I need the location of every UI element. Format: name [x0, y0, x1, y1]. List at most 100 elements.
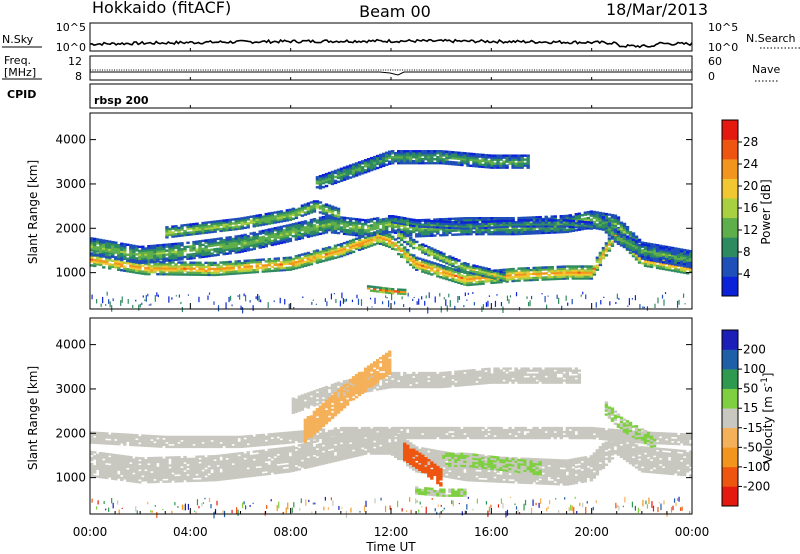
- cell: [99, 465, 103, 469]
- cell: [397, 224, 401, 227]
- cell: [195, 252, 199, 255]
- cell: [673, 267, 678, 271]
- cell: [400, 236, 404, 240]
- cell: [574, 273, 579, 276]
- cell: [186, 479, 190, 483]
- cell: [165, 234, 169, 237]
- cell: [228, 477, 232, 480]
- cell: [111, 459, 115, 462]
- cell: [655, 251, 660, 255]
- cell: [207, 263, 211, 267]
- cell: [610, 225, 615, 229]
- cell: [472, 225, 476, 228]
- cell: [372, 157, 377, 161]
- cell: [481, 230, 485, 234]
- cell: [460, 155, 464, 159]
- cell: [553, 229, 557, 232]
- cell: [303, 213, 308, 216]
- nave-right-tick-bottom: 0: [708, 70, 715, 83]
- cell: [216, 462, 220, 466]
- cell: [111, 461, 115, 464]
- cell: [138, 475, 142, 478]
- cell: [246, 218, 250, 221]
- cell: [180, 469, 184, 473]
- cell: [219, 219, 223, 223]
- cell: [153, 244, 157, 247]
- cell: [397, 290, 401, 293]
- cell: [300, 261, 305, 264]
- cell: [433, 266, 437, 269]
- cell: [258, 240, 262, 243]
- nsky-panel: N.Sky 10^5 10^0 N.Search 10^5 10^0: [2, 21, 800, 54]
- cell: [394, 248, 398, 251]
- cell: [604, 220, 609, 224]
- cell: [460, 225, 464, 228]
- cell: [204, 271, 208, 275]
- cell: [484, 220, 488, 223]
- cell: [664, 268, 669, 271]
- cell: [409, 307, 411, 313]
- cell: [622, 233, 627, 237]
- cell: [257, 293, 259, 301]
- cell: [168, 261, 172, 264]
- cell: [439, 154, 443, 157]
- cell: [177, 250, 181, 253]
- cell: [183, 459, 187, 463]
- cell: [544, 278, 548, 281]
- cell: [162, 468, 166, 471]
- cell: [105, 458, 109, 462]
- cell: [132, 304, 134, 309]
- cell: [601, 228, 606, 231]
- cell: [153, 470, 157, 474]
- cell: [430, 269, 434, 272]
- cell: [123, 465, 127, 468]
- cell: [505, 272, 509, 275]
- cell: [493, 230, 497, 234]
- cell: [514, 230, 518, 234]
- cell: [348, 219, 353, 222]
- cell: [150, 462, 154, 466]
- cell: [324, 172, 329, 176]
- cell: [159, 257, 163, 261]
- cell: [234, 217, 238, 221]
- cell: [445, 156, 449, 159]
- cell: [375, 242, 380, 245]
- cell: [231, 472, 235, 476]
- cell: [123, 247, 127, 250]
- cell: [162, 466, 166, 469]
- cell: [189, 249, 193, 252]
- cell: [448, 217, 452, 221]
- cell: [439, 268, 443, 271]
- cell: [327, 252, 332, 255]
- cell: [487, 166, 491, 169]
- cell: [493, 166, 497, 169]
- cell: [391, 217, 395, 220]
- cell: [649, 245, 654, 248]
- cell: [309, 224, 314, 228]
- cell: [673, 263, 678, 266]
- cell: [454, 270, 458, 274]
- cell: [198, 254, 202, 257]
- cell: [556, 267, 560, 271]
- cell: [401, 296, 403, 300]
- cell: [658, 246, 663, 249]
- cell: [330, 178, 335, 182]
- cell: [439, 293, 441, 297]
- cell: [433, 234, 437, 237]
- cell: [177, 458, 181, 461]
- cell: [595, 219, 600, 222]
- cell: [129, 252, 133, 255]
- cell: [123, 267, 127, 270]
- cell: [288, 214, 293, 218]
- cell: [360, 234, 365, 238]
- cell: [682, 258, 687, 262]
- cell: [409, 259, 413, 262]
- cell: [436, 160, 440, 163]
- cell: [243, 226, 247, 230]
- cell: [535, 225, 539, 228]
- cell: [96, 461, 100, 464]
- cell: [222, 456, 226, 459]
- cell: [502, 160, 506, 163]
- cell: [141, 259, 145, 262]
- cell: [463, 231, 467, 234]
